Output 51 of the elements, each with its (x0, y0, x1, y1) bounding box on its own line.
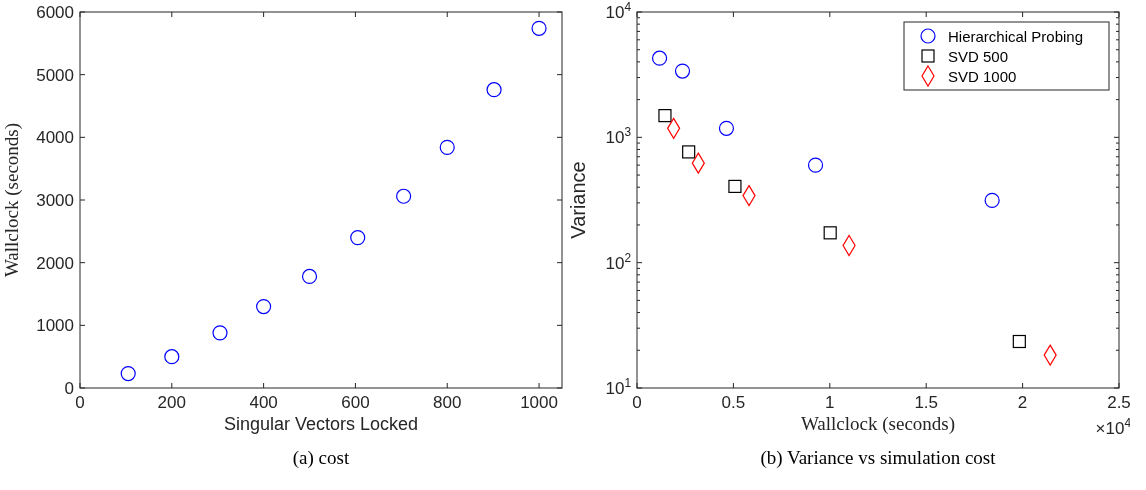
legend-label: SVD 1000 (948, 68, 1017, 85)
y-axis-title: Wallclock (seconds) (1, 122, 23, 278)
x-tick-label: 2 (1017, 393, 1028, 412)
x-tick-label: 400 (249, 393, 278, 412)
point (674, 63, 691, 79)
text: (b) Variance vs simulation cost (760, 447, 997, 469)
point (439, 139, 455, 155)
point (164, 349, 180, 365)
x-tick-label: 1 (825, 393, 835, 412)
point (984, 192, 1000, 208)
point (396, 188, 412, 204)
x-axis-title: Singular Vectors Locked (223, 414, 419, 434)
y-tick-label: 2000 (36, 253, 74, 273)
point (807, 157, 824, 173)
text: (a) cost (292, 447, 350, 469)
point (120, 365, 136, 382)
y-tick-label: 1000 (36, 316, 74, 336)
y-axis-title: Variance (567, 161, 589, 239)
x-tick-label: 1000 (520, 393, 558, 412)
x-tick-label: 200 (157, 393, 186, 412)
point (658, 109, 672, 123)
legend-label: SVD 500 (948, 48, 1009, 65)
x-tick-label: 0.5 (721, 393, 746, 412)
y-tick-label: 4000 (36, 128, 74, 148)
point (651, 50, 668, 66)
point (728, 179, 742, 193)
point (1012, 334, 1026, 349)
point (531, 20, 547, 36)
y-tick-label: 3000 (36, 191, 74, 210)
x-tick-label: 1.5 (914, 393, 939, 412)
y-tick-label: 0 (64, 379, 74, 398)
x-axis-title: Wallclock (seconds) (800, 413, 956, 435)
y-tick-label: 10$^{1}$ (605, 376, 632, 398)
x-tick-label: 600 (341, 393, 370, 412)
y-tick-label: 6000 (36, 3, 74, 22)
y-tick-label: 10$^{4}$ (605, 0, 632, 22)
point (486, 82, 502, 98)
point (718, 120, 735, 136)
point (682, 145, 696, 159)
x-tick-label: 800 (433, 393, 462, 412)
point (212, 325, 228, 341)
y-tick-label: 5000 (36, 65, 74, 85)
text: ×10$^{4}$ (1095, 416, 1132, 438)
y-tick-label: 10$^{2}$ (605, 250, 632, 273)
y-tick-label: 10$^{3}$ (605, 125, 632, 148)
legend-label: Hierarchical Probing (948, 28, 1084, 45)
point (350, 230, 366, 246)
point (823, 226, 837, 240)
x-tick-label: 2.5 (1107, 393, 1131, 412)
point (301, 268, 318, 285)
point (256, 298, 272, 315)
